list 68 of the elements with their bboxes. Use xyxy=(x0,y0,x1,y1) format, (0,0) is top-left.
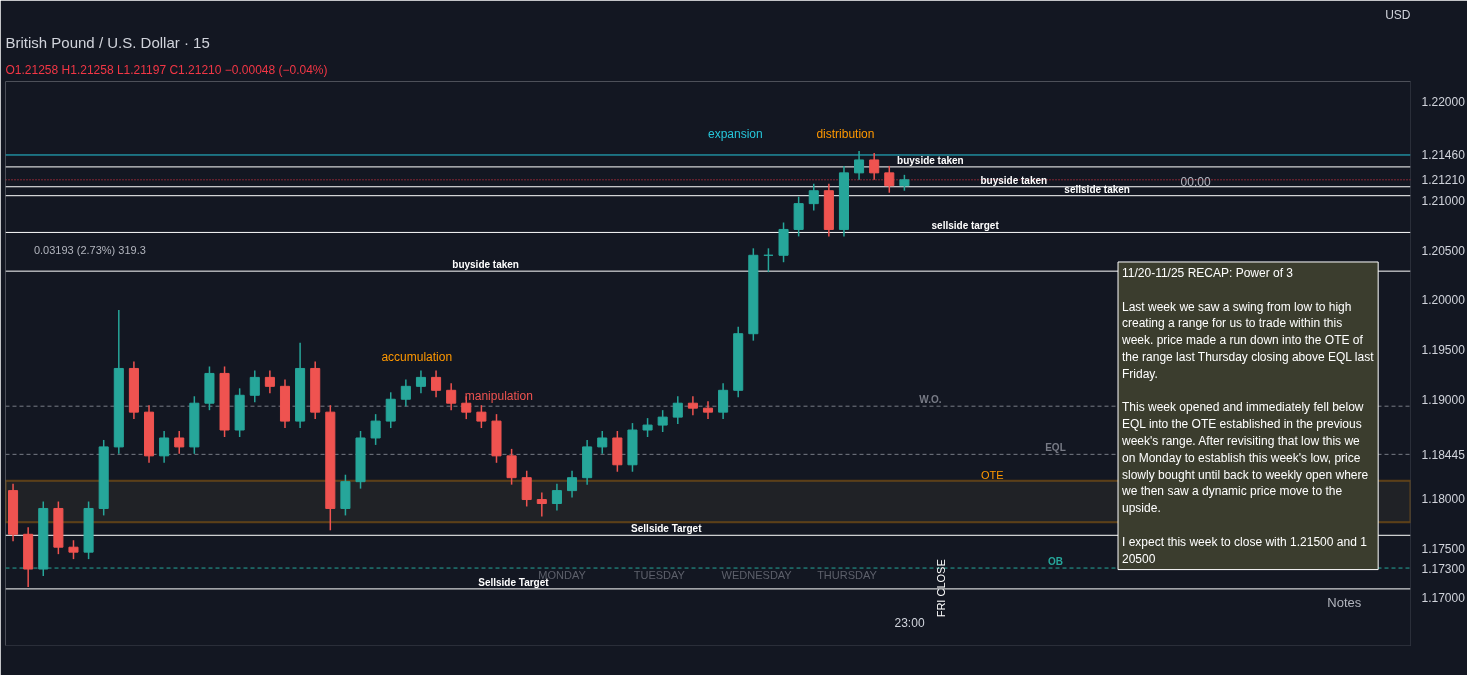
ref-line-label: buyside taken xyxy=(897,154,964,166)
candlestick xyxy=(264,369,275,395)
y-tick-label: 1.22000 xyxy=(1421,94,1466,109)
annotation: manipulation xyxy=(464,388,533,403)
y-tick-label: 1.18000 xyxy=(1421,492,1466,507)
y-tick-label: 1.20000 xyxy=(1421,293,1466,308)
candlestick xyxy=(249,369,260,403)
candlestick xyxy=(446,382,457,411)
annotation: expansion xyxy=(708,126,763,141)
candlestick xyxy=(567,469,578,499)
ref-line-label: buyside taken xyxy=(452,259,519,271)
candlestick xyxy=(385,391,396,429)
candlestick xyxy=(763,247,774,273)
ref-line-label: buyside taken xyxy=(980,174,1048,186)
y-tick-label: 1.21000 xyxy=(1421,194,1466,209)
candlestick xyxy=(536,491,547,518)
chart-title: British Pound / U.S. Dollar · 15 xyxy=(5,33,210,51)
candlestick xyxy=(642,417,653,438)
candlestick xyxy=(521,469,532,508)
candlestick xyxy=(597,430,608,455)
annotation: WEDNESDAY xyxy=(721,568,793,581)
candlestick xyxy=(476,404,487,429)
ref-line-label: Sellside Target xyxy=(631,523,703,535)
candlestick xyxy=(68,539,79,560)
candlestick xyxy=(657,409,668,433)
candlestick xyxy=(854,150,865,181)
annotation: Notes xyxy=(1327,594,1362,610)
y-axis-title: USD xyxy=(1385,7,1411,22)
candlestick xyxy=(370,413,381,446)
y-tick-label: 1.21210 xyxy=(1421,173,1466,188)
ref-line-label: W.O. xyxy=(919,394,942,406)
candlestick xyxy=(884,165,895,194)
y-tick-label: 1.19500 xyxy=(1421,343,1466,358)
candlestick xyxy=(808,183,819,212)
annotation: 00:00 xyxy=(1180,174,1211,189)
annotation: accumulation xyxy=(381,349,453,364)
candlestick xyxy=(415,369,426,395)
ref-line-label: sellside taken xyxy=(1064,183,1130,195)
annotation: FRI CLOSE xyxy=(935,559,948,618)
candlestick xyxy=(174,430,185,455)
band-label: OTE xyxy=(980,468,1004,481)
annotation: 0.03193 (2.73%) 319.3 xyxy=(33,244,146,257)
y-tick-label: 1.21460 xyxy=(1421,148,1466,163)
ref-line-label: sellside target xyxy=(931,220,1000,232)
y-tick-label: 1.20500 xyxy=(1421,243,1466,258)
annotation: distribution xyxy=(816,126,875,141)
annotation: 23:00 xyxy=(894,615,925,630)
candlestick xyxy=(551,482,562,512)
candlestick xyxy=(506,448,517,486)
ref-line-label: EQL xyxy=(1045,442,1066,454)
y-tick-label: 1.17500 xyxy=(1421,541,1466,556)
y-tick-label: 1.17300 xyxy=(1421,561,1466,576)
ref-line-label: OB xyxy=(1047,556,1063,568)
text: 11/20-11/25 RECAP: Power of 3 Last week we saw a swing from low to high creating a range for us to trade within this week. price made a run down into the OTE of the range last Thursday closing above EQL last Friday. This week opened and immediately fell below EQL into the OTE established in the previous week's range. After revisiting that low this we on Monday to establish this week's low, price slowly bought until back to weekly open where we then saw a dynamic price move to the upside. I expect this week to close with 1.21500 and 1 20500 xyxy=(1122,265,1374,566)
candlestick xyxy=(672,395,683,425)
candlestick xyxy=(400,378,411,407)
annotation: THURSDAY xyxy=(817,568,878,581)
candlestick xyxy=(718,382,729,420)
candlestick xyxy=(159,430,170,464)
y-tick-label: 1.18445 xyxy=(1421,447,1466,462)
candlestick xyxy=(702,400,714,420)
candlestick xyxy=(869,152,880,181)
candlestick xyxy=(431,369,442,399)
y-tick-label: 1.19000 xyxy=(1421,392,1466,407)
y-tick-label: 1.17000 xyxy=(1421,591,1466,606)
chart-subtitle: O1.21258 H1.21258 L1.21197 C1.21210 −0.00048 (−0.04%) xyxy=(5,62,328,77)
candlestick xyxy=(687,395,698,416)
annotation: TUESDAY xyxy=(633,568,686,581)
